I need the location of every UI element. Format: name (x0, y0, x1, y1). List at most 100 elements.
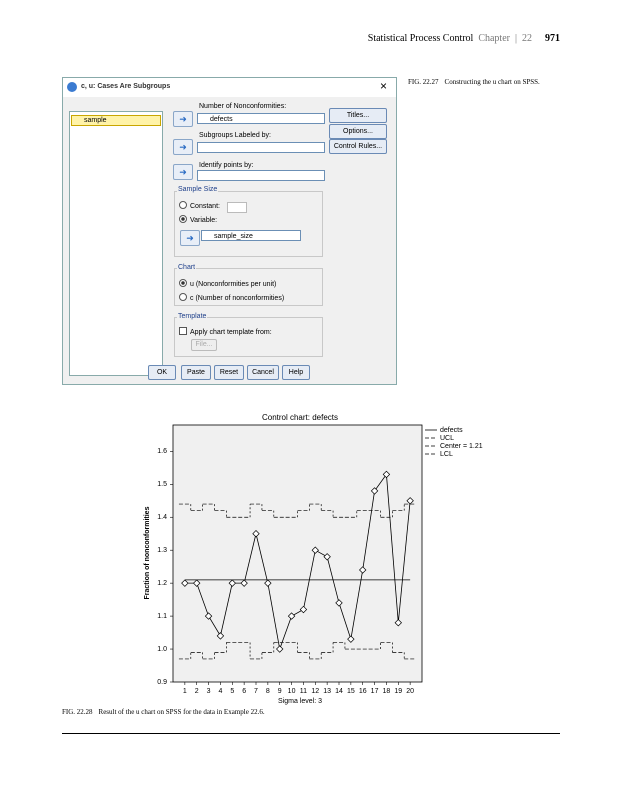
side-button[interactable]: Control Rules... (329, 139, 387, 154)
variable-list: sample (69, 111, 163, 376)
figure-caption: FIG. 22.27 Constructing the u chart on SP… (408, 78, 540, 86)
data-point (216, 632, 225, 640)
dialog-title: c, u: Cases Are Subgroups (81, 83, 171, 90)
data-point (240, 579, 248, 587)
data-point (276, 645, 284, 653)
header-page-number: 971 (545, 33, 560, 44)
x-tick-label: 1 (183, 688, 187, 695)
x-tick-label: 3 (207, 688, 211, 695)
data-point (382, 470, 391, 479)
data-point (193, 579, 201, 587)
header-separator: | (514, 33, 517, 44)
template-group (174, 317, 323, 357)
paste-button[interactable]: Paste (181, 365, 211, 380)
x-tick-label: 9 (278, 688, 282, 695)
caption-text: Result of the u chart on SPSS for the da… (98, 708, 265, 716)
y-tick-label: 1.5 (157, 481, 167, 488)
data-point (323, 553, 331, 561)
data-point (204, 612, 213, 620)
x-tick-label: 2 (195, 688, 199, 695)
x-tick-label: 10 (288, 688, 296, 695)
x-tick-label: 12 (311, 688, 319, 695)
text-field[interactable]: defects (197, 113, 325, 124)
field-value: defects (210, 116, 233, 123)
legend-label: UCL (440, 435, 454, 442)
running-header: Statistical Process Control Chapter | 22… (368, 33, 560, 44)
data-point (370, 487, 379, 495)
x-tick-label: 14 (335, 688, 343, 695)
radio-option[interactable]: Constant: (179, 201, 220, 210)
radio-option[interactable]: Variable: (179, 215, 217, 224)
option-label: u (Nonconformities per unit) (190, 281, 277, 288)
dialog-icon (67, 82, 77, 92)
group-legend: Chart (177, 264, 197, 271)
side-button[interactable]: Titles... (329, 108, 387, 123)
data-point (287, 612, 296, 620)
y-tick-label: 1.1 (157, 613, 167, 620)
text-field[interactable]: sample_size (201, 230, 301, 241)
data-point (335, 599, 343, 607)
help-button[interactable]: Help (282, 365, 310, 380)
data-point (347, 635, 355, 643)
option-label: c (Number of nonconformities) (190, 295, 285, 302)
move-button[interactable]: ➜ (180, 230, 200, 246)
reset-button[interactable]: Reset (214, 365, 244, 380)
file-button[interactable]: File... (191, 339, 217, 351)
x-tick-label: 17 (371, 688, 379, 695)
caption-text: Constructing the u chart on SPSS. (444, 78, 540, 86)
dialog: c, u: Cases Are Subgroups × sample ➜ ➜ ➜… (62, 77, 397, 385)
x-tick-label: 5 (230, 688, 234, 695)
caption-label: FIG. 22.27 (408, 78, 439, 86)
legend-label: Center = 1.21 (440, 443, 483, 450)
data-point (311, 546, 319, 554)
data-point (181, 579, 189, 587)
caption-label: FIG. 22.28 (62, 708, 93, 716)
move-button[interactable]: ➜ (173, 111, 193, 127)
ok-button[interactable]: OK (148, 365, 176, 380)
x-tick-label: 7 (254, 688, 258, 695)
x-tick-label: 15 (347, 688, 355, 695)
data-point (406, 497, 414, 505)
y-tick-label: 1.6 (157, 448, 167, 455)
option-label: Constant: (190, 203, 220, 210)
rule (62, 733, 560, 734)
radio-option[interactable]: u (Nonconformities per unit) (179, 279, 276, 288)
group-legend: Sample Size (177, 186, 219, 193)
radio-option[interactable]: c (Number of nonconformities) (179, 293, 284, 302)
data-point (299, 605, 308, 614)
checkbox-option[interactable]: Apply chart template from: (179, 327, 272, 336)
cancel-button[interactable]: Cancel (247, 365, 279, 380)
legend-label: LCL (440, 451, 453, 458)
y-tick-label: 1.4 (157, 514, 167, 521)
list-item[interactable]: sample (71, 115, 161, 126)
data-point (264, 579, 272, 587)
close-button[interactable]: × (380, 79, 388, 93)
x-tick-label: 8 (266, 688, 270, 695)
x-tick-label: 20 (406, 688, 414, 695)
data-point (394, 618, 402, 627)
x-tick-label: 6 (242, 688, 246, 695)
x-tick-label: 4 (218, 688, 222, 695)
y-tick-label: 0.9 (157, 679, 167, 686)
chart-group (174, 268, 323, 306)
title-bar: c, u: Cases Are Subgroups × (63, 78, 396, 97)
x-tick-label: 13 (323, 688, 331, 695)
plot-area (172, 424, 423, 683)
x-tick-label: 18 (383, 688, 391, 695)
text-field[interactable] (227, 202, 247, 213)
text-field[interactable] (197, 142, 325, 153)
option-label: Variable: (190, 217, 218, 224)
x-tick-label: 19 (394, 688, 402, 695)
data-point (252, 530, 260, 538)
text-field[interactable] (197, 170, 325, 181)
group-legend: Template (177, 313, 208, 320)
data-point (228, 579, 236, 587)
move-button[interactable]: ➜ (173, 139, 193, 155)
chart: Control chart: defects Sigma level: 3 Fr… (144, 413, 483, 705)
side-button[interactable]: Options... (329, 124, 387, 139)
field-label: Identify points by: (199, 162, 254, 169)
legend-label: defects (440, 427, 463, 434)
y-tick-label: 1.0 (157, 646, 167, 653)
move-button[interactable]: ➜ (173, 164, 193, 180)
